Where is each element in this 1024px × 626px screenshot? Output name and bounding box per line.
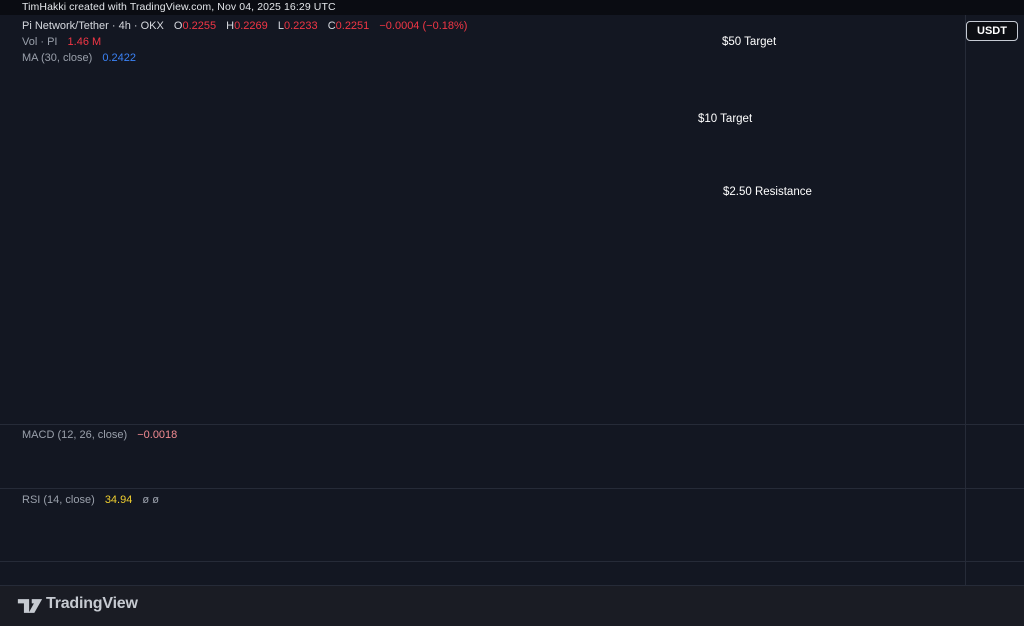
panel-separator[interactable] (0, 488, 1024, 489)
ma-label: MA (30, close) (22, 52, 93, 64)
ma-value: 0.2422 (102, 52, 137, 64)
volume-value: 1.46 M (67, 36, 102, 48)
tradingview-logo-icon[interactable] (17, 596, 43, 616)
symbol-title[interactable]: Pi Network/Tether · 4h · OKX (22, 20, 164, 32)
high-key: H (226, 20, 235, 32)
legend-ma-line[interactable]: MA (30, close) 0.2422 (22, 52, 136, 64)
high-value: 0.2269 (234, 20, 268, 32)
rsi-label: RSI (14, close) (22, 494, 95, 506)
macd-value: −0.0018 (137, 429, 178, 441)
rsi-value: 34.94 (104, 494, 133, 506)
panel-separator (0, 561, 1024, 562)
open-key: O (173, 20, 183, 32)
price-scale-separator (965, 15, 966, 585)
rsi-legend[interactable]: RSI (14, close) 34.94 ø ø (22, 494, 159, 506)
legend-symbol-line[interactable]: Pi Network/Tether · 4h · OKX O0.2255 H0.… (22, 20, 467, 32)
hidden-indicator-icon[interactable]: ø (142, 494, 150, 506)
usdt-button[interactable]: USDT (966, 21, 1018, 41)
attribution-text: TimHakki created with TradingView.com, N… (22, 1, 336, 13)
volume-label: Vol · PI (22, 36, 58, 48)
panel-separator[interactable] (0, 424, 1024, 425)
hidden-indicator-icon[interactable]: ø (152, 494, 159, 506)
low-value: 0.2233 (283, 20, 318, 32)
panel-separator (0, 585, 1024, 586)
macd-label: MACD (12, 26, close) (22, 429, 128, 441)
open-value: 0.2255 (182, 20, 217, 32)
footer-strip: TradingView (0, 586, 1024, 626)
close-value: 0.2251 (335, 20, 370, 32)
top-bar: TimHakki created with TradingView.com, N… (0, 0, 1024, 15)
low-key: L (277, 20, 284, 32)
tradingview-brand-text[interactable]: TradingView (46, 595, 138, 612)
legend-volume-line[interactable]: Vol · PI 1.46 M (22, 36, 101, 48)
macd-legend[interactable]: MACD (12, 26, close) −0.0018 (22, 429, 177, 441)
change-value: −0.0004 (−0.18%) (379, 20, 468, 32)
close-key: C (327, 20, 336, 32)
